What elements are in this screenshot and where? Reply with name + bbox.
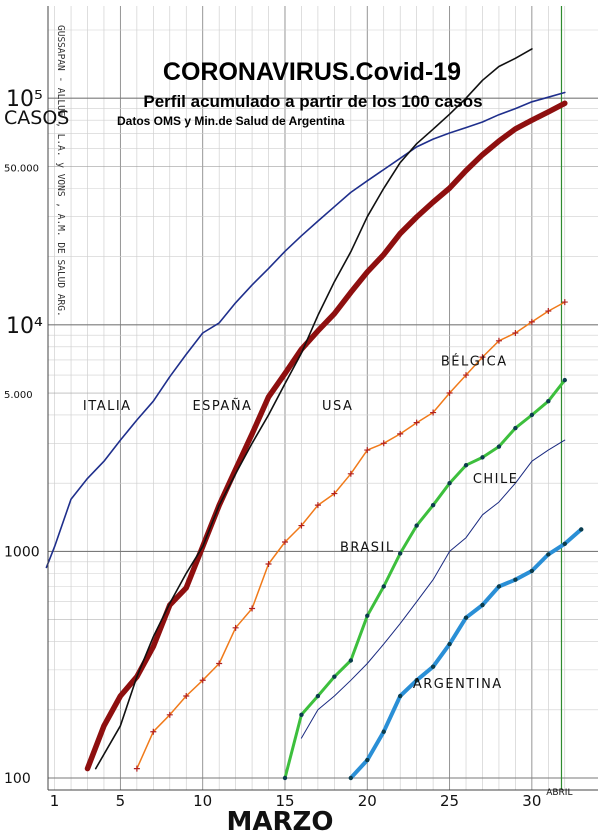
x-tick-label: 20: [358, 792, 377, 810]
data-point: [414, 523, 419, 528]
data-point: [314, 502, 321, 509]
data-point: [430, 502, 436, 508]
series-label: CHILE: [473, 472, 519, 487]
series-line: [300, 439, 566, 739]
data-point: [281, 539, 288, 546]
data-point: [447, 641, 452, 647]
y-tick-label: 10⁴: [6, 314, 43, 339]
series-line: [84, 100, 568, 772]
data-point: [546, 552, 551, 557]
data-point: [232, 624, 239, 631]
data-point: [348, 775, 354, 781]
data-point: [463, 463, 469, 468]
series-line: [94, 48, 533, 770]
data-point: [348, 658, 354, 663]
chart-title: CORONAVIRUS.Covid-19: [163, 58, 461, 86]
series-label: ITALIA: [83, 399, 132, 414]
x-tick-label: 25: [440, 792, 459, 810]
data-point: [512, 330, 519, 337]
data-point: [430, 664, 436, 669]
data-point: [529, 412, 535, 418]
data-point: [513, 425, 518, 431]
x-tick-label: 10: [193, 792, 212, 810]
data-point: [365, 613, 370, 618]
data-point: [397, 551, 403, 556]
data-point: [579, 527, 584, 532]
data-point: [446, 390, 453, 397]
x-tick-label: 30: [522, 792, 541, 810]
data-point: [397, 430, 404, 437]
data-point: [562, 541, 567, 547]
data-point: [150, 728, 157, 735]
data-point: [381, 584, 386, 589]
side-note: GUSSAPAN - ALLUE , L.A. y VONS , A.M. DE…: [55, 25, 66, 317]
y-tick-label: 1000: [4, 544, 40, 560]
axes: 1 5 10 15 20 25 30 ABRIL10010005.00010⁴50.00010…: [4, 6, 598, 810]
data-point: [545, 308, 552, 315]
data-point: [381, 729, 386, 734]
y-tick-label: 100: [4, 771, 31, 787]
data-point: [133, 765, 140, 772]
data-point: [315, 693, 321, 699]
data-point: [561, 299, 568, 306]
series-label: BRASIL: [340, 540, 395, 555]
x-tick-label: 15: [275, 792, 294, 810]
data-point: [529, 568, 535, 574]
data-point: [347, 470, 354, 477]
chart-subtitle: Perfil acumulado a partir de los 100 cas…: [143, 92, 482, 111]
data-point: [463, 615, 469, 620]
data-point: [430, 409, 437, 416]
data-point: [364, 447, 371, 454]
data-point: [479, 354, 486, 361]
data-point: [282, 775, 288, 781]
data-point: [480, 455, 485, 460]
series-line: [45, 91, 566, 569]
data-point: [298, 522, 305, 529]
data-point: [496, 444, 502, 449]
x-tick-label: ABRIL: [546, 788, 572, 798]
data-point: [299, 712, 304, 718]
data-point: [480, 602, 485, 608]
data-point: [380, 440, 387, 447]
x-tick-label: 1: [50, 792, 60, 810]
data-point: [331, 490, 338, 497]
gridlines: [48, 6, 598, 790]
data-point: [332, 674, 337, 679]
data-point: [562, 377, 567, 383]
data-point: [413, 419, 420, 426]
series-label: USA: [322, 399, 353, 414]
x-tick-label: 5: [116, 792, 126, 810]
data-point: [365, 757, 370, 763]
series-label: ESPAÑA: [192, 398, 252, 414]
series-label: ARGENTINA: [413, 677, 503, 692]
data-series: [45, 48, 584, 781]
chart-source: Datos OMS y Min.de Salud de Argentina: [117, 114, 345, 128]
y-axis-title: CASOS: [4, 107, 69, 129]
y-tick-label: 50.000: [4, 163, 39, 174]
data-point: [546, 399, 551, 404]
x-axis-title: MARZO: [227, 807, 334, 837]
y-tick-label: 5.000: [4, 390, 33, 401]
data-point: [166, 711, 173, 718]
data-point: [249, 605, 256, 612]
data-point: [496, 584, 502, 589]
series-line: [283, 378, 567, 780]
data-point: [183, 693, 190, 700]
series-labels: ITALIA ESPAÑA USA BÉLGICA CHILE BRASIL ARGENTI…: [83, 354, 519, 692]
data-point: [447, 480, 452, 486]
series-label: BÉLGICA: [441, 354, 508, 370]
data-point: [397, 693, 403, 699]
data-point: [528, 318, 535, 325]
data-point: [495, 337, 502, 344]
data-point: [463, 372, 470, 379]
data-point: [414, 678, 419, 683]
data-point: [216, 660, 223, 667]
data-point: [199, 677, 206, 684]
data-point: [265, 560, 272, 567]
data-point: [513, 577, 518, 582]
y-tick-label: 10⁵: [6, 87, 43, 112]
